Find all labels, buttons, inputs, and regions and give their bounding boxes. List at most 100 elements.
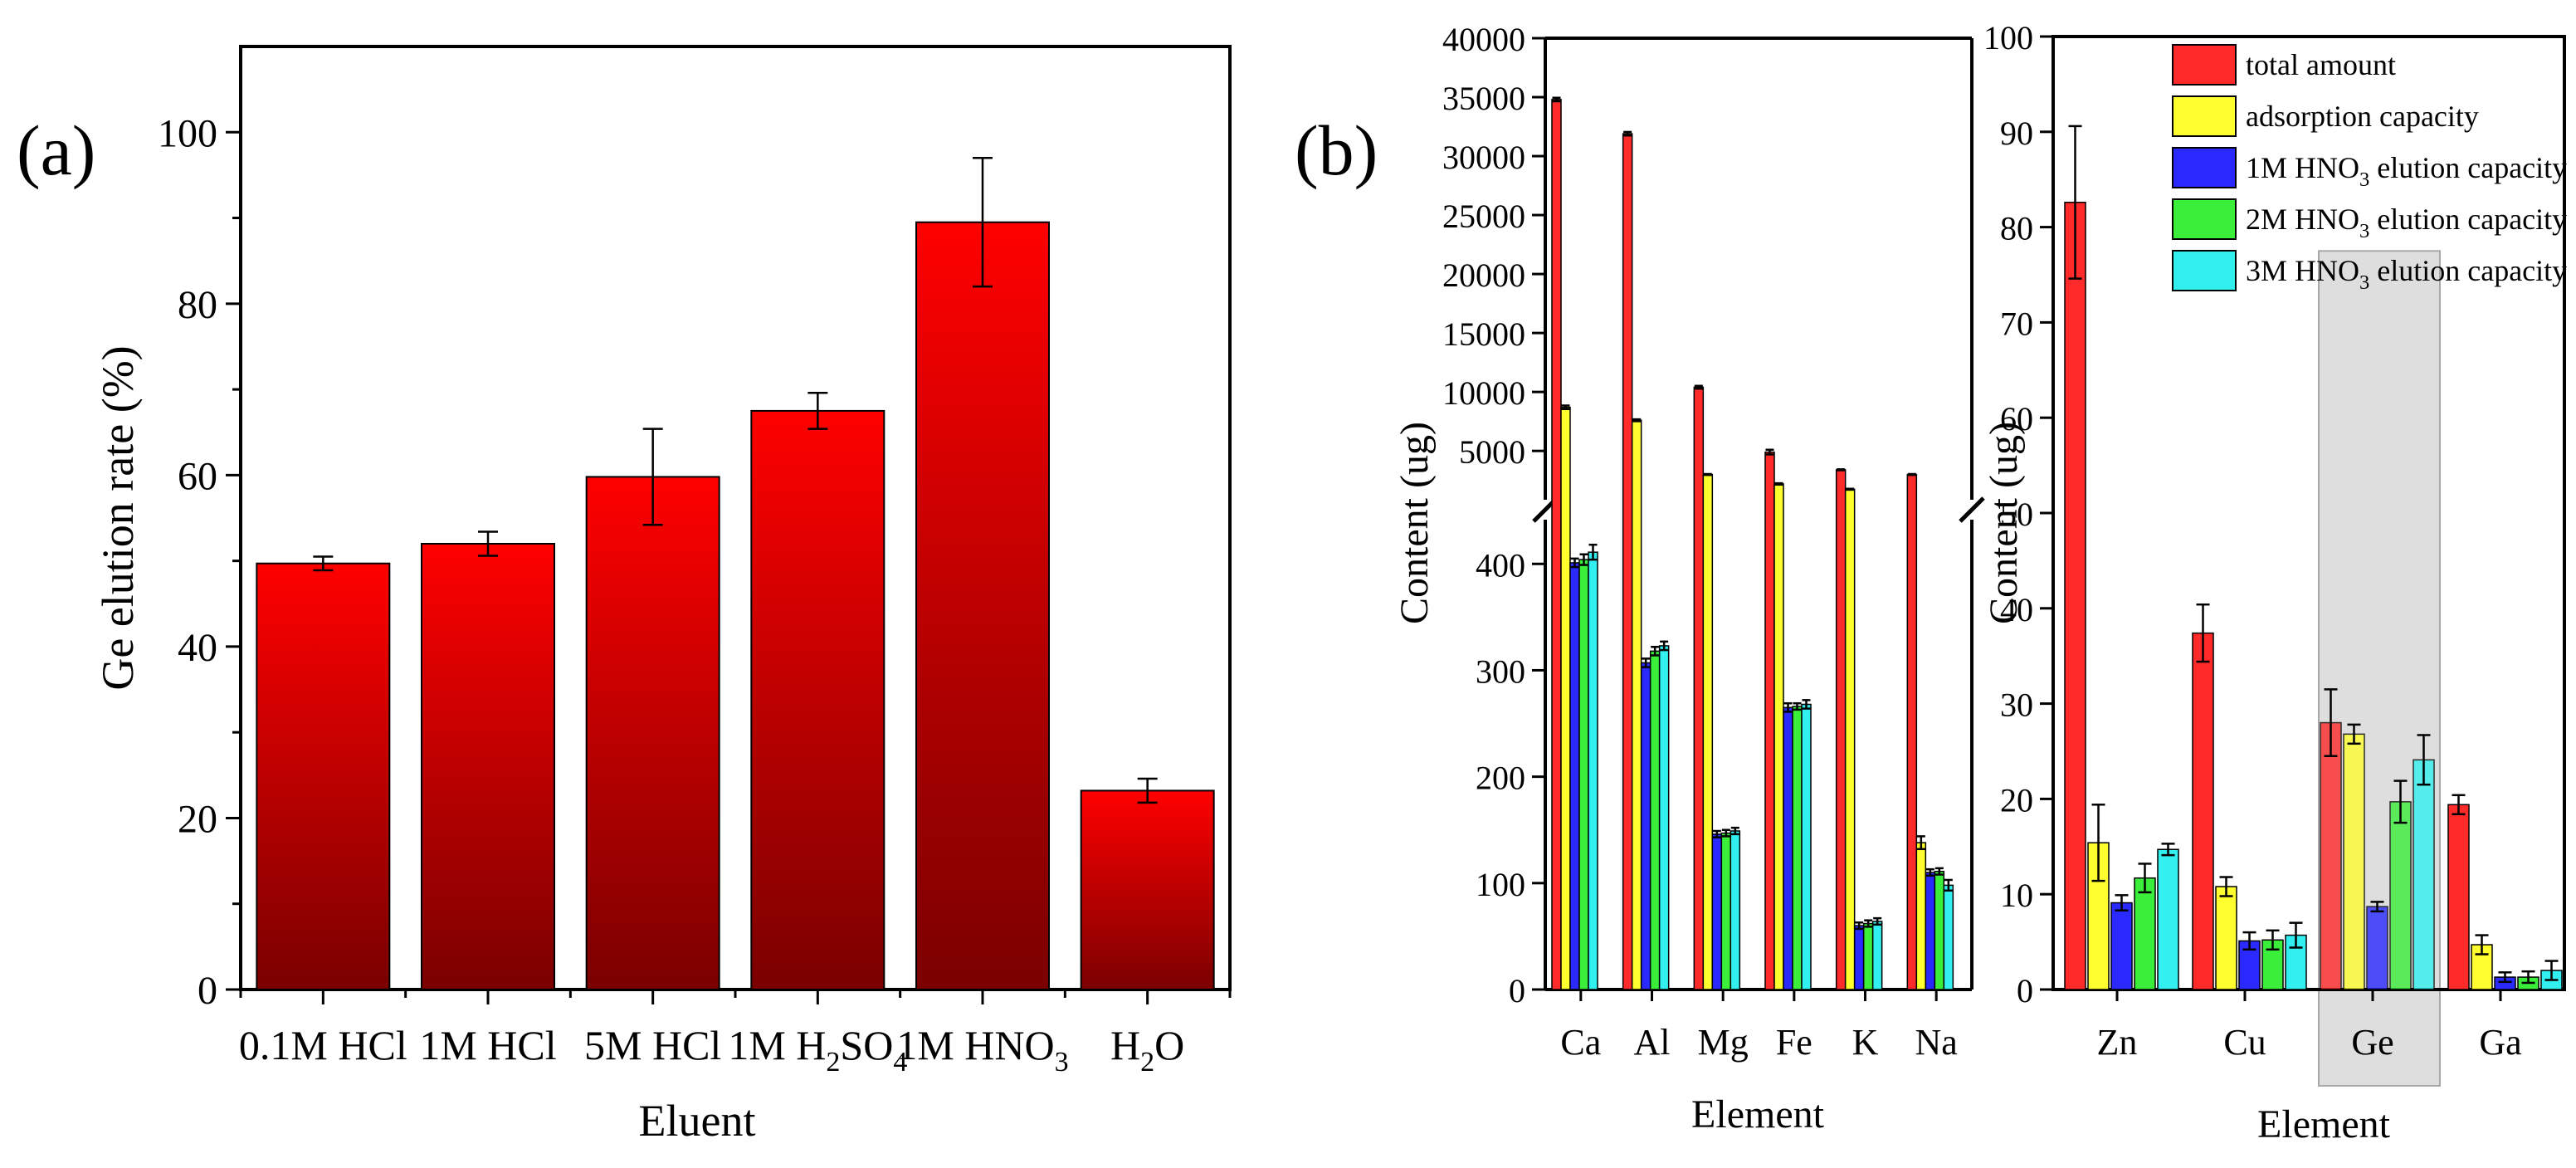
- br-ytick-label-20: 20: [2000, 781, 2033, 819]
- br-legend-label-0: total amount: [2246, 48, 2396, 81]
- bl-xtick-label-5: Na: [1915, 1022, 1958, 1063]
- br-legend: total amount adsorption capacity 1M HNO3 e…: [2172, 44, 2567, 294]
- a-ytick-label-0: 0: [198, 969, 217, 1013]
- br-bar-Ge-0: [2320, 721, 2342, 990]
- bl-bar-K-2: [1853, 925, 1865, 990]
- br-legend-swatch-1: [2172, 95, 2237, 137]
- bl-bar-Fe-4: [1801, 703, 1812, 990]
- a-ylabel: Ge elution rate (%): [93, 345, 143, 690]
- bl-series-4: [1588, 543, 1954, 990]
- bl-bar-Ca-0: [1551, 99, 1562, 990]
- br-series-3: [2134, 779, 2539, 990]
- a-ytick-label-100: 100: [158, 111, 217, 155]
- bl-bar-Fe-1: [1773, 483, 1784, 990]
- bl-ytick-label-400: 400: [1476, 546, 1525, 584]
- a-xtick-label-5: H2O: [1110, 1022, 1184, 1078]
- bl-ytick-label-5000: 5000: [1459, 433, 1525, 471]
- br-bar-Zn-2: [2110, 902, 2133, 990]
- br-bar-Cu-1: [2215, 886, 2237, 990]
- bl-bar-Ca-1: [1560, 406, 1571, 990]
- a-ytick-label-40: 40: [178, 626, 217, 670]
- br-ylabel: Content (ug): [1982, 422, 2026, 624]
- bl-bar-Na-1: [1915, 842, 1927, 990]
- br-ytick-label-70: 70: [2000, 305, 2033, 342]
- bl-bar-Mg-4: [1730, 830, 1741, 990]
- bl-xlabel: Element: [1691, 1092, 1825, 1136]
- panel-b-right-chart: 0 10 20 30 40 50 60 70 80 90 100 Zn Cu Ge Ga Element Con…: [1982, 19, 2567, 1146]
- bl-ytick-label-15000: 15000: [1442, 315, 1525, 353]
- br-series-2: [2110, 894, 2516, 990]
- bl-ytick-label-10000: 10000: [1442, 374, 1525, 412]
- br-bar-Ge-1: [2343, 733, 2365, 990]
- br-series-4: [2157, 734, 2563, 990]
- br-ytick-label-80: 80: [2000, 210, 2033, 247]
- bl-xtick-label-1: Al: [1634, 1022, 1671, 1063]
- bl-bar-Al-3: [1649, 650, 1661, 990]
- bl-ytick-label-30000: 30000: [1442, 139, 1525, 176]
- bl-bar-Fe-3: [1792, 706, 1803, 990]
- a-bar-1: [421, 542, 555, 990]
- bl-bar-Fe-0: [1764, 451, 1775, 990]
- panel-a-chart: 0 20 40 60 80 100 0.1M HCl 1M HCl 5M HCl 1M H2SO4…: [93, 45, 1232, 1146]
- bl-bar-Al-4: [1658, 645, 1670, 990]
- bl-ytick-label-40000: 40000: [1442, 21, 1525, 58]
- panel-b-label: (b): [1295, 110, 1378, 190]
- br-legend-swatch-4: [2172, 250, 2237, 291]
- br-ytick-label-50: 50: [2000, 496, 2033, 533]
- bl-bar-Na-0: [1906, 473, 1918, 990]
- br-ytick-label-10: 10: [2000, 877, 2033, 914]
- br-legend-label-4: 3M HNO3 elution capacity: [2246, 254, 2567, 294]
- br-xlabel: Element: [2257, 1102, 2391, 1146]
- bl-ytick-label-25000: 25000: [1442, 198, 1525, 235]
- bl-bar-Ca-4: [1588, 551, 1598, 990]
- a-xlabel: Eluent: [639, 1096, 756, 1146]
- a-xtick-label-2: 5M HCl: [584, 1022, 721, 1068]
- br-legend-swatch-0: [2172, 44, 2237, 86]
- a-bar-5: [1080, 789, 1215, 991]
- a-xtick-label-1: 1M HCl: [419, 1022, 556, 1068]
- bl-ylabel: Content (ug): [1393, 422, 1437, 624]
- br-legend-label-2: 1M HNO3 elution capacity: [2246, 151, 2567, 191]
- bl-bar-K-0: [1835, 469, 1847, 990]
- a-bar-2: [585, 476, 720, 990]
- br-ytick-label-0: 0: [2017, 972, 2033, 1009]
- br-xtick-label-2: Ge: [2351, 1022, 2393, 1063]
- bl-ytick-label-20000: 20000: [1442, 257, 1525, 294]
- bl-bar-Na-2: [1925, 872, 1936, 990]
- a-xtick-label-3: 1M H2SO4: [728, 1022, 907, 1078]
- bl-xtick-label-0: Ca: [1560, 1022, 1601, 1063]
- bl-ytick-label-35000: 35000: [1442, 80, 1525, 117]
- bl-bar-Mg-2: [1711, 833, 1723, 990]
- a-xtick-label-4: 1M HNO3: [896, 1022, 1068, 1078]
- a-xtick-label-0: 0.1M HCl: [239, 1022, 407, 1068]
- br-series-0: [2064, 125, 2470, 990]
- bl-bar-Ca-2: [1569, 562, 1580, 990]
- br-legend-label-3: 2M HNO3 elution capacity: [2246, 203, 2567, 242]
- br-ytick-label-40: 40: [2000, 591, 2033, 628]
- br-xtick-label-1: Cu: [2223, 1022, 2266, 1063]
- br-series-1: [2087, 723, 2493, 990]
- br-ytick-label-60: 60: [2000, 400, 2033, 437]
- bl-bar-Al-2: [1640, 662, 1651, 990]
- a-ytick-label-80: 80: [178, 283, 217, 327]
- bl-bar-K-3: [1862, 922, 1874, 990]
- br-ytick-label-100: 100: [1983, 19, 2033, 56]
- br-bar-Zn-0: [2064, 202, 2086, 990]
- bl-xtick-label-4: K: [1852, 1022, 1879, 1063]
- panel-a-label: (a): [17, 110, 95, 190]
- bl-bar-K-1: [1844, 488, 1856, 990]
- br-bar-Cu-0: [2192, 632, 2214, 990]
- a-ytick-label-20: 20: [178, 797, 217, 841]
- bl-bar-Fe-2: [1783, 706, 1793, 990]
- bl-ytick-label-300: 300: [1476, 652, 1525, 690]
- bl-break-mark-right: [1959, 496, 1985, 523]
- a-ytick-label-60: 60: [178, 454, 217, 498]
- br-bar-Zn-4: [2157, 848, 2179, 990]
- br-xtick-label-3: Ga: [2479, 1022, 2521, 1063]
- bl-ytick-label-0: 0: [1509, 972, 1525, 1009]
- bl-bar-Na-4: [1943, 884, 1954, 990]
- bl-bar-Na-3: [1934, 870, 1945, 990]
- bl-bar-Al-1: [1631, 419, 1642, 990]
